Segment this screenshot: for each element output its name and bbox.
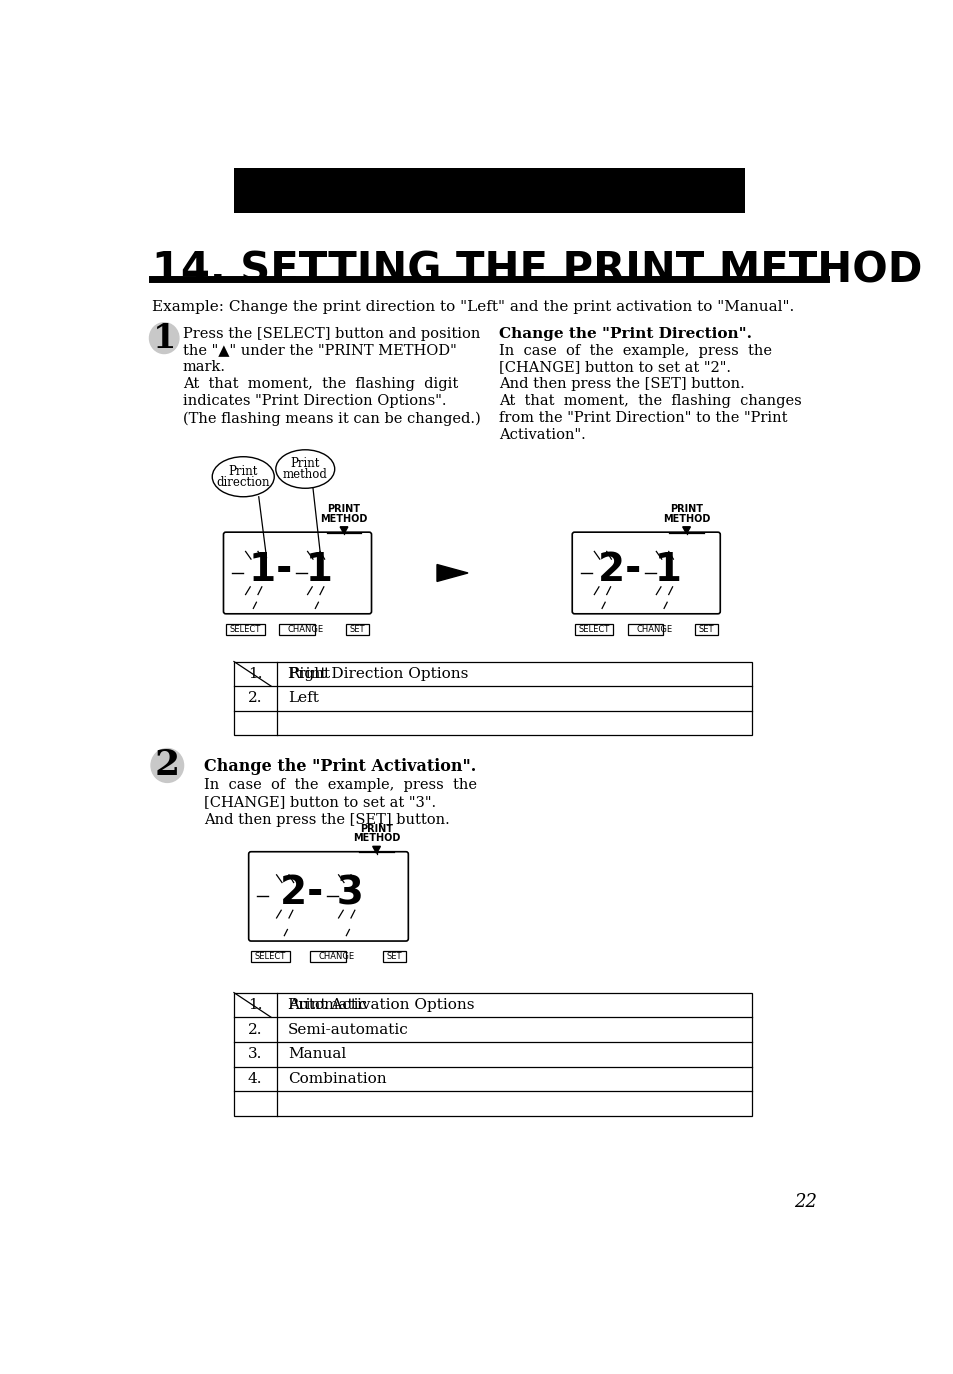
Text: 4.: 4. bbox=[248, 1072, 262, 1085]
Text: 2.: 2. bbox=[248, 691, 262, 705]
Ellipse shape bbox=[212, 456, 274, 497]
Polygon shape bbox=[682, 526, 690, 533]
Text: PRINT: PRINT bbox=[669, 504, 702, 514]
Text: METHOD: METHOD bbox=[353, 833, 400, 844]
Text: [CHANGE] button to set at "3".: [CHANGE] button to set at "3". bbox=[204, 796, 436, 809]
Bar bbox=[233, 168, 744, 213]
Text: SELECT: SELECT bbox=[230, 625, 260, 633]
Bar bbox=[251, 951, 290, 962]
Text: the "▲" under the "PRINT METHOD": the "▲" under the "PRINT METHOD" bbox=[183, 344, 456, 357]
Bar bbox=[346, 624, 369, 635]
Text: (The flashing means it can be changed.): (The flashing means it can be changed.) bbox=[183, 411, 480, 426]
Bar bbox=[382, 951, 406, 962]
Polygon shape bbox=[436, 565, 468, 581]
Text: Activation".: Activation". bbox=[498, 429, 585, 442]
Text: 14. SETTING THE PRINT METHOD: 14. SETTING THE PRINT METHOD bbox=[152, 250, 922, 291]
Text: mark.: mark. bbox=[183, 360, 226, 375]
Text: In  case  of  the  example,  press  the: In case of the example, press the bbox=[498, 344, 771, 357]
Text: At  that  moment,  the  flashing  digit: At that moment, the flashing digit bbox=[183, 378, 457, 392]
Text: METHOD: METHOD bbox=[320, 514, 367, 523]
Text: Press the [SELECT] button and position: Press the [SELECT] button and position bbox=[183, 327, 479, 341]
Text: SET: SET bbox=[698, 625, 713, 633]
Text: 1.: 1. bbox=[248, 998, 262, 1011]
Text: And then press the [SET] button.: And then press the [SET] button. bbox=[498, 378, 744, 392]
Bar bbox=[310, 951, 345, 962]
Text: Change the "Print Direction".: Change the "Print Direction". bbox=[498, 327, 751, 341]
Text: Right: Right bbox=[288, 666, 330, 682]
Text: Combination: Combination bbox=[288, 1072, 386, 1085]
FancyBboxPatch shape bbox=[572, 532, 720, 614]
FancyBboxPatch shape bbox=[249, 852, 408, 941]
Polygon shape bbox=[340, 526, 348, 533]
Polygon shape bbox=[373, 846, 380, 853]
FancyBboxPatch shape bbox=[223, 532, 371, 614]
Text: CHANGE: CHANGE bbox=[288, 625, 324, 633]
Text: 2- 3: 2- 3 bbox=[280, 874, 364, 912]
Text: 1.: 1. bbox=[248, 666, 262, 682]
Text: At  that  moment,  the  flashing  changes: At that moment, the flashing changes bbox=[498, 394, 801, 408]
Text: 1: 1 bbox=[152, 322, 175, 354]
Text: PRINT: PRINT bbox=[327, 504, 360, 514]
Text: Left: Left bbox=[288, 691, 318, 705]
Text: SELECT: SELECT bbox=[578, 625, 609, 633]
Text: Change the "Print Activation".: Change the "Print Activation". bbox=[204, 758, 477, 775]
Text: SET: SET bbox=[386, 952, 402, 960]
Text: Semi-automatic: Semi-automatic bbox=[288, 1022, 409, 1036]
Text: PRINT: PRINT bbox=[359, 824, 393, 834]
Ellipse shape bbox=[150, 323, 179, 353]
Text: [CHANGE] button to set at "2".: [CHANGE] button to set at "2". bbox=[498, 360, 730, 375]
Bar bbox=[627, 624, 662, 635]
Text: 2- 1: 2- 1 bbox=[598, 551, 681, 589]
Text: METHOD: METHOD bbox=[662, 514, 709, 523]
Ellipse shape bbox=[275, 449, 335, 488]
Text: Print Activation Options: Print Activation Options bbox=[288, 998, 475, 1011]
Text: direction: direction bbox=[216, 475, 270, 489]
Text: method: method bbox=[282, 469, 327, 481]
Text: from the "Print Direction" to the "Print: from the "Print Direction" to the "Print bbox=[498, 411, 786, 426]
Bar bbox=[694, 624, 718, 635]
Text: 3.: 3. bbox=[248, 1047, 262, 1061]
Text: And then press the [SET] button.: And then press the [SET] button. bbox=[204, 813, 450, 827]
Text: Automatic: Automatic bbox=[288, 998, 367, 1011]
Text: 2.: 2. bbox=[248, 1022, 262, 1036]
Bar bbox=[233, 992, 751, 1116]
Bar bbox=[233, 661, 751, 735]
Text: In  case  of  the  example,  press  the: In case of the example, press the bbox=[204, 778, 477, 791]
Bar bbox=[226, 624, 264, 635]
Text: Manual: Manual bbox=[288, 1047, 346, 1061]
Text: SELECT: SELECT bbox=[254, 952, 286, 960]
Text: Print: Print bbox=[229, 464, 257, 478]
Text: CHANGE: CHANGE bbox=[636, 625, 672, 633]
Text: indicates "Print Direction Options".: indicates "Print Direction Options". bbox=[183, 394, 446, 408]
Text: 22: 22 bbox=[793, 1193, 816, 1210]
Bar bbox=[278, 624, 314, 635]
Bar bbox=[574, 624, 613, 635]
Ellipse shape bbox=[151, 749, 183, 782]
Text: 2: 2 bbox=[154, 749, 180, 782]
Text: CHANGE: CHANGE bbox=[318, 952, 355, 960]
Text: Print Direction Options: Print Direction Options bbox=[288, 666, 468, 682]
Text: SET: SET bbox=[350, 625, 365, 633]
Text: Example: Change the print direction to "Left" and the print activation to "Manua: Example: Change the print direction to "… bbox=[152, 300, 793, 313]
Text: Print: Print bbox=[291, 458, 319, 470]
Text: 1- 1: 1- 1 bbox=[249, 551, 333, 589]
